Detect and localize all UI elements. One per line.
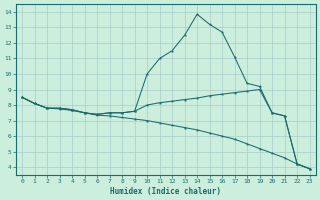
X-axis label: Humidex (Indice chaleur): Humidex (Indice chaleur)	[110, 187, 221, 196]
